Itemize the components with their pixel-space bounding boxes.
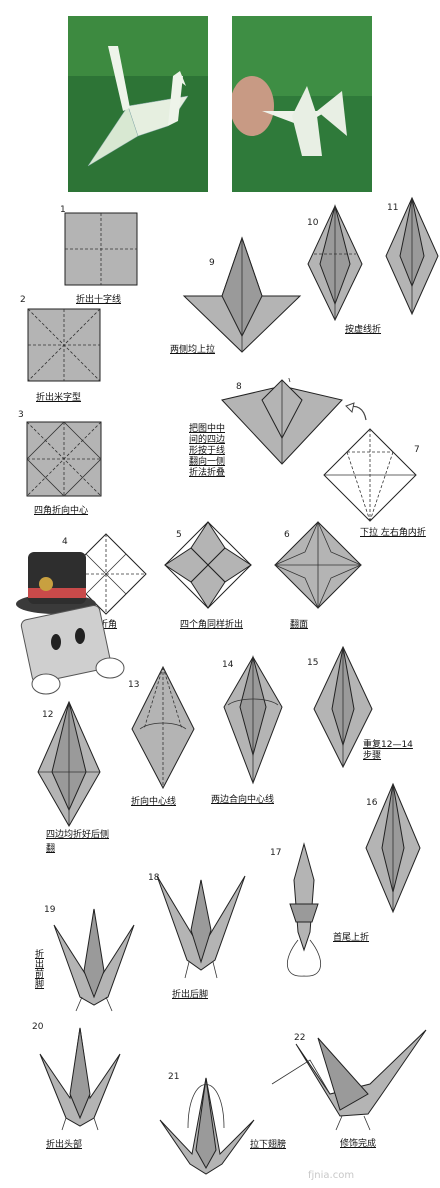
step-6-number: 6 bbox=[284, 530, 290, 540]
step-3-number: 3 bbox=[18, 410, 24, 420]
step-8-number: 8 bbox=[236, 382, 242, 392]
step-13-number: 13 bbox=[128, 680, 140, 690]
step-1-diagram bbox=[64, 212, 138, 286]
step-7-caption: 下拉 左右角内折 bbox=[360, 528, 426, 538]
step-5-diagram bbox=[164, 521, 252, 609]
step-13-diagram bbox=[131, 665, 195, 790]
step-1-caption: 折出十字线 bbox=[76, 295, 122, 305]
step-11-number: 11 bbox=[387, 203, 399, 213]
step-5-caption: 四个角同样折出 bbox=[180, 620, 244, 630]
step-7-diagram bbox=[323, 428, 417, 522]
step-2-number: 2 bbox=[20, 295, 26, 305]
step-3-diagram bbox=[26, 421, 102, 497]
step-19-diagram bbox=[53, 908, 135, 1012]
finished-crane-photo-left bbox=[68, 16, 208, 192]
step-21-caption: 拉下翅膀 bbox=[250, 1140, 287, 1150]
step-17-caption: 首尾上折 bbox=[333, 933, 370, 943]
step-22-number: 22 bbox=[294, 1033, 306, 1043]
step-14-caption: 两边合向中心线 bbox=[211, 795, 275, 805]
step-21-diagram bbox=[159, 1077, 255, 1175]
step-10-diagram bbox=[307, 204, 363, 322]
step-5-number: 5 bbox=[176, 530, 182, 540]
step-9-diagram bbox=[182, 236, 302, 353]
step-2-caption: 折出米字型 bbox=[36, 393, 82, 403]
step-8-diagram bbox=[221, 378, 343, 465]
step-15-caption: 重复12—14步骤 bbox=[363, 740, 413, 761]
step-15-number: 15 bbox=[307, 658, 319, 668]
step-4-number: 4 bbox=[62, 537, 68, 547]
step-13-caption: 折向中心线 bbox=[131, 797, 177, 807]
step-12-number: 12 bbox=[42, 710, 54, 720]
step-6-caption: 翻面 bbox=[290, 620, 309, 630]
watermark: fjnia.com bbox=[308, 1170, 355, 1181]
step-17-number: 17 bbox=[270, 848, 282, 858]
step-2-diagram bbox=[27, 308, 101, 382]
step-7-number: 7 bbox=[414, 445, 420, 455]
mascot-illustration bbox=[16, 552, 125, 695]
step-22-caption: 修饰完成 bbox=[340, 1139, 377, 1149]
step-16-number: 16 bbox=[366, 798, 378, 808]
step-18-number: 18 bbox=[148, 873, 160, 883]
step-18-caption: 折出后脚 bbox=[172, 990, 209, 1000]
step-14-diagram bbox=[223, 655, 283, 785]
step-15-diagram bbox=[313, 645, 373, 769]
step-12-caption: 四边均折好后侧翻 bbox=[46, 830, 110, 854]
step-18-diagram bbox=[156, 875, 246, 979]
step-20-number: 20 bbox=[32, 1022, 44, 1032]
step-19-caption: 折出前脚 bbox=[35, 950, 45, 990]
step-16-diagram bbox=[365, 782, 421, 914]
finished-crane-photo-right bbox=[232, 16, 372, 192]
step-17-diagram bbox=[287, 842, 321, 977]
step-12-diagram bbox=[37, 700, 101, 828]
turn-arrow-icon bbox=[345, 402, 367, 421]
step-19-number: 19 bbox=[44, 905, 56, 915]
step-20-caption: 折出头部 bbox=[46, 1140, 83, 1150]
step-10-caption: 按虚线折 bbox=[345, 325, 382, 335]
step-1-number: 1 bbox=[60, 205, 66, 215]
step-8-caption: 把图中中间的四边形按于线翻向一侧折法折叠 bbox=[189, 424, 226, 478]
step-10-number: 10 bbox=[307, 218, 319, 228]
step-9-number: 9 bbox=[209, 258, 215, 268]
step-11-diagram bbox=[385, 196, 439, 316]
step-3-caption: 四角折向中心 bbox=[34, 506, 89, 516]
step-9-caption: 两侧均上拉 bbox=[170, 345, 216, 355]
step-20-diagram bbox=[39, 1027, 121, 1131]
step-6-diagram bbox=[273, 520, 363, 610]
step-21-number: 21 bbox=[168, 1072, 180, 1082]
step-22-diagram bbox=[271, 1029, 427, 1131]
step-14-number: 14 bbox=[222, 660, 234, 670]
